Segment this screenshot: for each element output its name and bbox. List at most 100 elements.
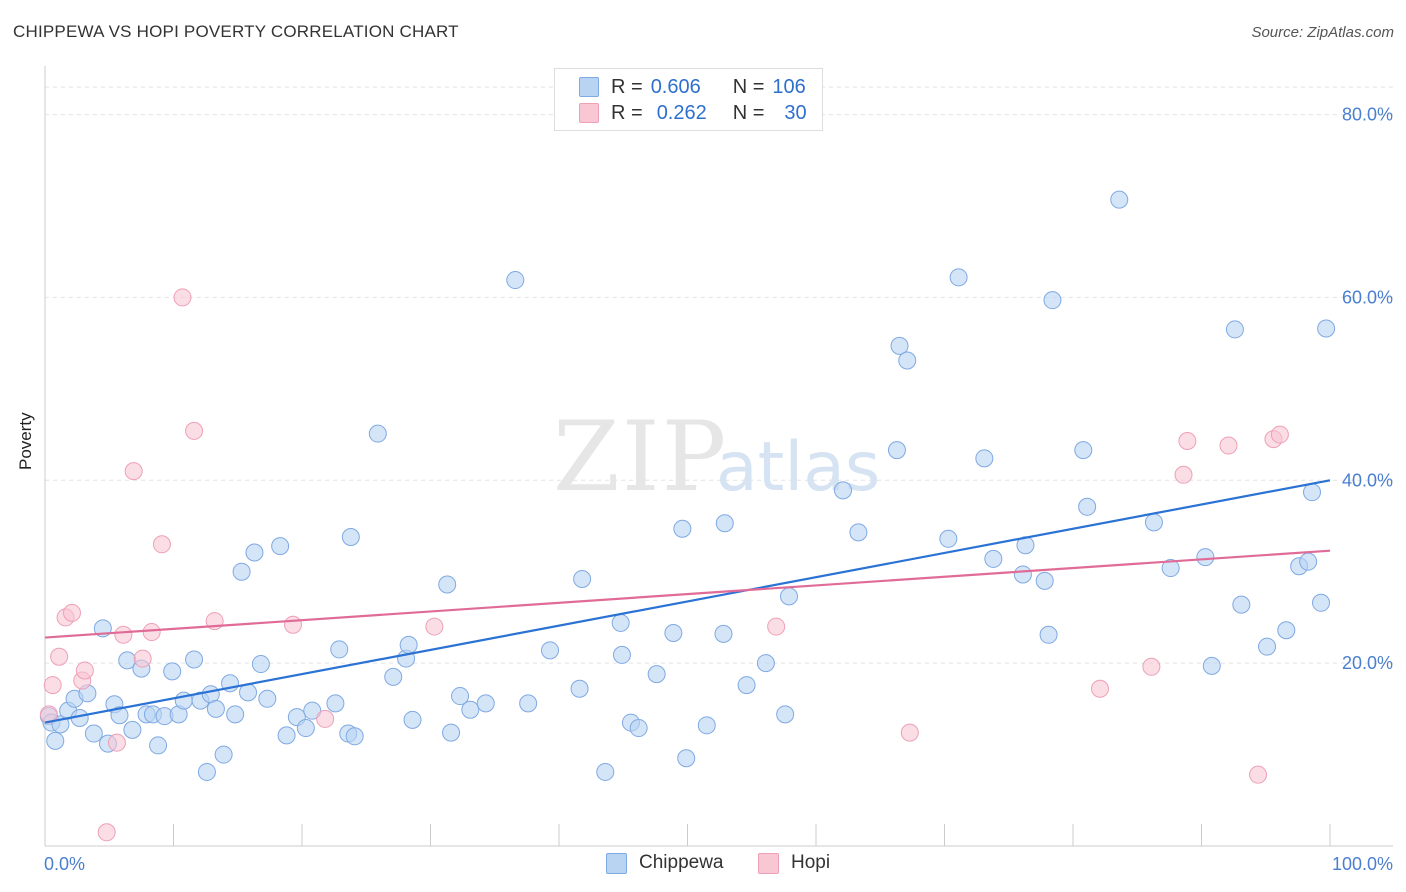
- legend-r-value: 0.606: [650, 75, 701, 98]
- hopi-point: [43, 676, 62, 695]
- chippewa-point: [1225, 320, 1244, 339]
- chippewa-point: [271, 537, 290, 556]
- hopi-point: [124, 462, 143, 481]
- chippewa-point: [506, 271, 525, 290]
- hopi-point: [97, 823, 116, 842]
- chippewa-point: [476, 694, 495, 713]
- chippewa-point: [629, 719, 648, 738]
- chippewa-point: [341, 527, 360, 546]
- legend-row-chippewa: R = 0.606 N = 106: [579, 75, 806, 99]
- chippewa-point: [245, 543, 264, 562]
- hopi-point: [185, 421, 204, 440]
- source-label: Source: ZipAtlas.com: [1251, 24, 1394, 41]
- hopi-swatch: [579, 103, 599, 123]
- legend-r-label: R =: [611, 75, 643, 98]
- chippewa-point: [849, 523, 868, 542]
- hopi-point: [900, 723, 919, 742]
- legend-n-value: 106: [772, 75, 806, 98]
- chippewa-point: [756, 654, 775, 673]
- chippewa-point: [403, 710, 422, 729]
- chippewa-trend-line: [44, 479, 1331, 724]
- chippewa-point: [1013, 565, 1032, 584]
- chippewa-point: [714, 624, 733, 643]
- chippewa-point: [647, 665, 666, 684]
- y-tick-label: 40.0%: [1342, 470, 1393, 490]
- chippewa-point: [776, 705, 795, 724]
- hopi-point: [425, 617, 444, 636]
- legend-r-value: 0.262: [656, 101, 707, 124]
- stats-legend: R = 0.606 N = 106 R = 0.262 N = 30: [554, 68, 823, 131]
- hopi-legend-swatch: [758, 852, 779, 874]
- chippewa-point: [296, 719, 315, 738]
- chippewa-point: [251, 655, 270, 674]
- trend-lines: [44, 479, 1331, 724]
- chippewa-point: [330, 640, 349, 659]
- chippewa-point: [149, 736, 168, 755]
- hopi-point: [1142, 657, 1161, 676]
- legend-r-label: R =: [611, 101, 643, 124]
- chippewa-point: [232, 562, 251, 581]
- chippewa-point: [939, 529, 958, 548]
- chippewa-point: [1110, 190, 1129, 209]
- hopi-point: [133, 649, 152, 668]
- hopi-point: [50, 647, 69, 666]
- chippewa-point: [110, 706, 129, 725]
- chart-title: CHIPPEWA VS HOPI POVERTY CORRELATION CHA…: [13, 22, 459, 41]
- chippewa-point: [123, 720, 142, 739]
- x-tick-label: 0.0%: [44, 854, 85, 874]
- chippewa-point: [214, 745, 233, 764]
- chippewa-point: [197, 762, 216, 781]
- chippewa-point: [163, 662, 182, 681]
- chippewa-point: [1043, 291, 1062, 310]
- chippewa-point: [780, 587, 799, 606]
- chippewa-point: [399, 635, 418, 654]
- hopi-legend-label: Hopi: [791, 852, 831, 873]
- chippewa-swatch: [579, 77, 599, 97]
- hopi-point: [173, 288, 192, 307]
- hopi-point: [1270, 425, 1289, 444]
- hopi-point: [1174, 465, 1193, 484]
- chippewa-point: [898, 351, 917, 370]
- legend-row-hopi: R = 0.262 N = 30: [579, 101, 807, 125]
- hopi-point: [75, 661, 94, 680]
- chippewa-point: [442, 723, 461, 742]
- hopi-point: [767, 617, 786, 636]
- chippewa-point: [887, 441, 906, 460]
- chippewa-point: [368, 424, 387, 443]
- chippewa-legend-label: Chippewa: [639, 852, 724, 873]
- hopi-point: [62, 603, 81, 622]
- chippewa-point: [1035, 571, 1054, 590]
- chippewa-point: [1258, 637, 1277, 656]
- chippewa-point: [46, 731, 65, 750]
- y-tick-label: 60.0%: [1342, 287, 1393, 307]
- chippewa-point: [1277, 621, 1296, 640]
- chippewa-point: [1317, 319, 1336, 338]
- chippewa-point: [975, 449, 994, 468]
- hopi-point: [1178, 431, 1197, 450]
- chippewa-point: [1078, 497, 1097, 516]
- y-tick-label: 20.0%: [1342, 653, 1393, 673]
- chippewa-point: [84, 724, 103, 743]
- hopi-point: [1219, 436, 1238, 455]
- chippewa-point: [451, 687, 470, 706]
- hopi-trend-line: [44, 549, 1331, 639]
- chippewa-point: [277, 726, 296, 745]
- hopi-point: [107, 733, 126, 752]
- chippewa-point: [737, 676, 756, 695]
- watermark: ZIP atlas: [553, 401, 880, 513]
- chippewa-legend-swatch: [606, 852, 627, 874]
- chippewa-point: [541, 641, 560, 660]
- y-axis-label: Poverty: [16, 412, 35, 470]
- chippewa-point: [573, 570, 592, 589]
- y-tick-label: 80.0%: [1342, 105, 1393, 125]
- chippewa-point: [1312, 593, 1331, 612]
- chippewa-point: [461, 700, 480, 719]
- bottom-legend-hopi: Hopi: [758, 852, 830, 874]
- legend-n-label: N =: [732, 101, 765, 124]
- chippewa-point: [677, 749, 696, 768]
- chippewa-point: [715, 514, 734, 533]
- chippewa-point: [1144, 513, 1163, 532]
- chippewa-point: [570, 679, 589, 698]
- bottom-legend-chippewa: Chippewa: [606, 852, 724, 874]
